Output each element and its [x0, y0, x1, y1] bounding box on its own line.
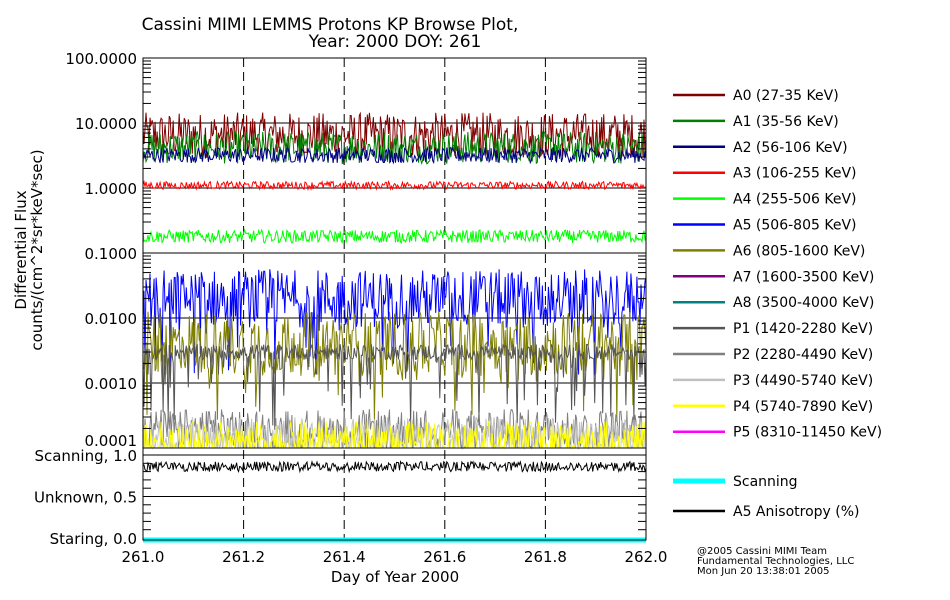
legend-label: P2 (2280-4490 KeV) [733, 347, 873, 363]
lower-y-tick-label: Staring, 0.0 [50, 530, 137, 548]
y-axis-label: Differential Flux [12, 190, 30, 309]
legend-label: P1 (1420-2280 KeV) [733, 321, 873, 337]
x-tick-label: 262.0 [625, 548, 668, 566]
legend-label: A1 (35-56 KeV) [733, 114, 839, 130]
legend-label: A2 (56-106 KeV) [733, 140, 848, 156]
series-line [142, 111, 647, 159]
y-axis-label-units: counts/(cm^2*sr*keV*sec) [28, 149, 46, 350]
chart-title: Cassini MIMI LEMMS Protons KP Browse Plo… [142, 15, 519, 35]
series-line [142, 343, 647, 430]
x-tick-label: 261.2 [222, 548, 265, 566]
legend-label: A0 (27-35 KeV) [733, 88, 839, 104]
x-tick-label: 261.6 [423, 548, 466, 566]
lower-y-tick-label: Unknown, 0.5 [34, 489, 137, 507]
x-axis-label: Day of Year 2000 [331, 568, 459, 586]
x-tick-label: 261.4 [323, 548, 366, 566]
legend-label: A6 (805-1600 KeV) [733, 243, 865, 259]
y-tick-label: 1.0000 [85, 180, 138, 198]
legend-label: A5 (506-805 KeV) [733, 218, 856, 234]
legend-label: P5 (8310-11450 KeV) [733, 425, 882, 441]
y-tick-label: 0.0010 [85, 375, 138, 393]
series-line [142, 420, 647, 450]
chart-subtitle: Year: 2000 DOY: 261 [308, 32, 482, 52]
legend-label: A3 (106-255 KeV) [733, 166, 856, 182]
y-tick-label: 0.0001 [85, 432, 138, 450]
x-tick-label: 261.8 [524, 548, 567, 566]
x-tick-label: 261.0 [122, 548, 165, 566]
series-line [142, 145, 647, 165]
plot-frame [142, 57, 647, 541]
legend-label: P3 (4490-5740 KeV) [733, 373, 873, 389]
legend-label: A4 (255-506 KeV) [733, 192, 856, 208]
legend-label: P4 (5740-7890 KeV) [733, 399, 873, 415]
footer-timestamp: Mon Jun 20 13:38:01 2005 [697, 566, 830, 577]
anisotropy-line [142, 459, 647, 474]
legend-label: A8 (3500-4000 KeV) [733, 295, 874, 311]
y-tick-label: 0.0100 [85, 310, 138, 328]
y-tick-label: 10.0000 [75, 115, 137, 133]
legend-label: A7 (1600-3500 KeV) [733, 269, 874, 285]
lower-y-tick-label: Scanning, 1.0 [34, 447, 137, 465]
footer-copyright: @2005 Cassini MIMI Team [697, 546, 827, 557]
y-tick-label: 100.0000 [65, 50, 137, 68]
legend-label: A5 Anisotropy (%) [733, 504, 860, 520]
series-line [142, 311, 647, 422]
y-tick-label: 0.1000 [85, 245, 138, 263]
legend-label: Scanning [733, 474, 798, 490]
footer-company: Fundamental Technologies, LLC [697, 556, 854, 567]
series-line [142, 228, 647, 244]
series-line [142, 130, 647, 165]
series-line [142, 179, 647, 192]
